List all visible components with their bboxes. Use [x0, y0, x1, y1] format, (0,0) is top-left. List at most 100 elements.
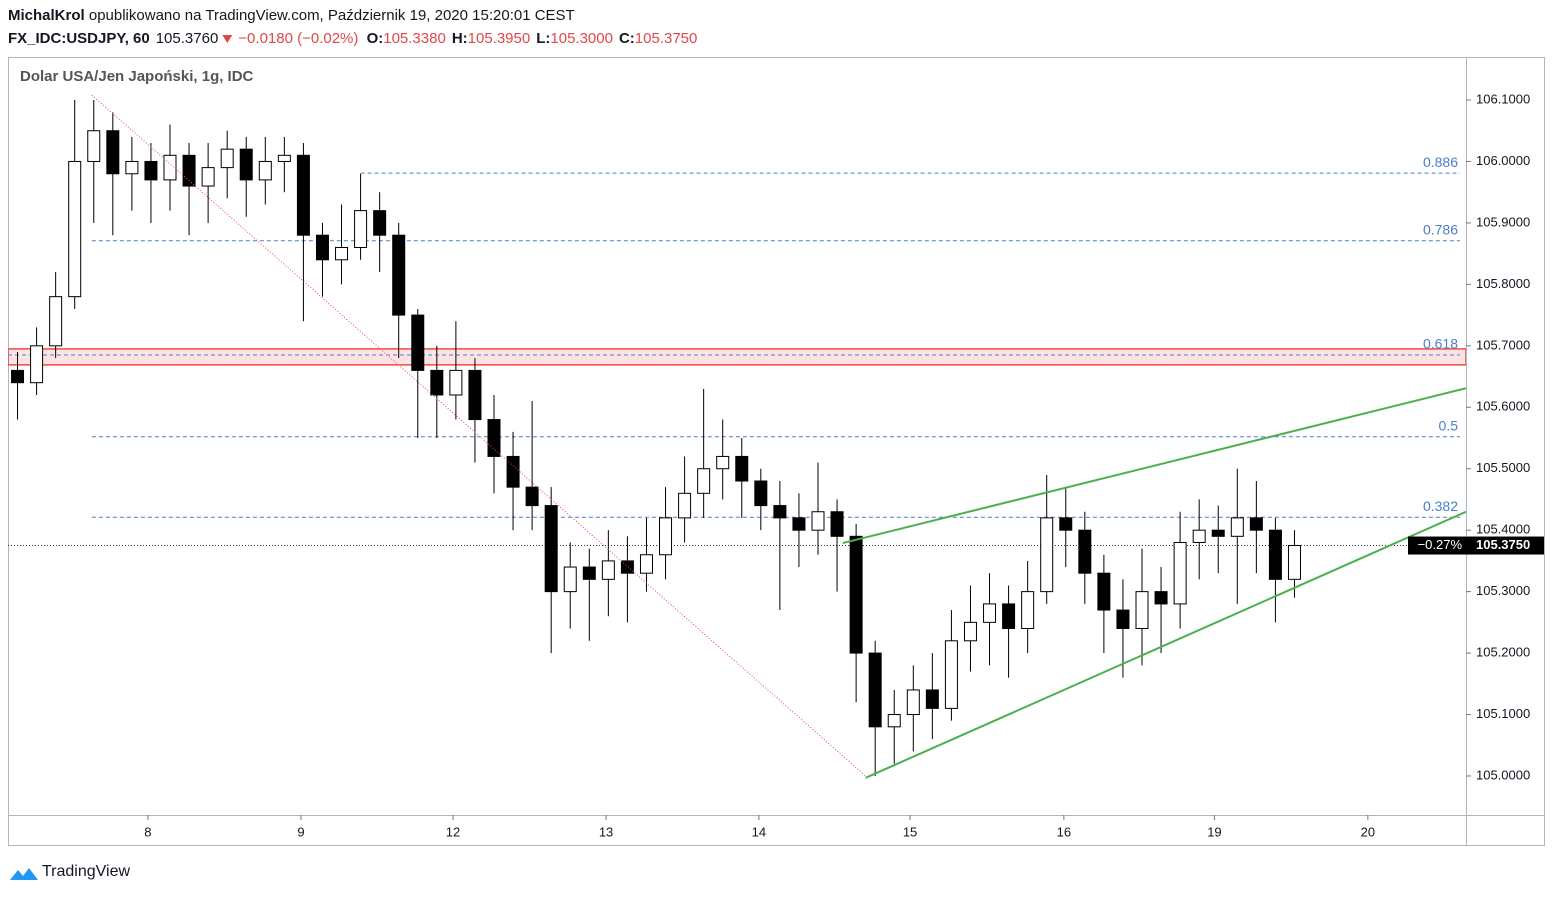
footer-text: TradingView [42, 863, 130, 880]
candle-body [773, 505, 787, 519]
ohlc-label: H: [452, 30, 468, 47]
candle-body [68, 160, 82, 298]
ohlc-value: 105.3750 [635, 30, 698, 47]
x-tick-label: 14 [752, 824, 766, 839]
candle-body [601, 560, 615, 580]
candle-body [277, 154, 291, 162]
y-tick-label: 105.1000 [1476, 706, 1530, 721]
candle-body [659, 517, 673, 556]
candle-body [373, 210, 387, 236]
candle-body [544, 505, 558, 593]
candle-body [201, 167, 215, 187]
fib-label: 0.382 [1423, 498, 1458, 514]
candle-body [868, 652, 882, 728]
candle-body [1040, 517, 1054, 593]
candle-body [944, 640, 958, 709]
y-tick-label: 105.8000 [1476, 276, 1530, 291]
candle-body [1021, 591, 1035, 629]
change-badge [1408, 536, 1466, 555]
candle-body [1097, 572, 1111, 611]
candle-body [754, 480, 768, 507]
candle-body [1116, 609, 1130, 629]
published: opublikowano na TradingView.com, Paździe… [85, 7, 575, 24]
y-tick-label: 105.9000 [1476, 214, 1530, 229]
header-line: MichalKrol opublikowano na TradingView.c… [8, 7, 575, 24]
candle-body [296, 154, 310, 236]
ohlc-label: C: [619, 30, 635, 47]
candle-body [1287, 545, 1301, 580]
author: MichalKrol [8, 7, 85, 24]
candle-body [144, 160, 158, 181]
candle-body [639, 554, 653, 574]
last-price: 105.3760 [156, 30, 219, 47]
candle-body [716, 455, 730, 470]
candle-body [1135, 591, 1149, 629]
y-tick-label: 106.0000 [1476, 153, 1530, 168]
change-label: −0.27% [1418, 537, 1463, 552]
symbol-line: FX_IDC:USDJPY, 60 105.3760 −0.0180 (−0.02%… [8, 30, 697, 47]
fib-label: 0.786 [1423, 221, 1458, 237]
candle-body [258, 160, 272, 181]
candle-body [811, 511, 825, 531]
fib-label: 0.618 [1423, 336, 1458, 352]
down-arrow [222, 34, 233, 43]
candle-body [525, 486, 539, 507]
y-tick-label: 105.4000 [1476, 522, 1530, 537]
candle-body [1078, 529, 1092, 574]
candle-body [125, 160, 139, 175]
candle-body [582, 566, 596, 580]
x-tick-label: 8 [144, 824, 151, 839]
candle-body [392, 234, 406, 316]
candle-body [468, 369, 482, 421]
change: −0.0180 (−0.02%) [238, 30, 358, 47]
candle-body [620, 560, 634, 574]
x-tick-label: 20 [1361, 824, 1375, 839]
price-badge [1466, 536, 1544, 555]
trend-line [865, 510, 1466, 779]
candle-body [49, 296, 63, 347]
x-tick-label: 19 [1207, 824, 1221, 839]
x-tick-label: 16 [1057, 824, 1071, 839]
chart-title: Dolar USA/Jen Japoński, 1g, IDC [20, 68, 254, 85]
ohlc-value: 105.3000 [550, 30, 613, 47]
fib-label: 0.5 [1439, 417, 1459, 433]
y-tick-label: 105.6000 [1476, 399, 1530, 414]
candle-body [1059, 517, 1073, 531]
candle-body [315, 234, 329, 261]
candle-body [1192, 529, 1206, 543]
candle-body [849, 535, 863, 654]
candle-body [1268, 529, 1282, 580]
fib-label: 0.886 [1423, 154, 1458, 170]
candle-body [983, 603, 997, 623]
x-tick-label: 12 [446, 824, 460, 839]
y-tick-label: 105.5000 [1476, 460, 1530, 475]
resistance-zone [8, 348, 1466, 366]
y-tick-label: 106.1000 [1476, 91, 1530, 106]
candle-body [163, 154, 177, 181]
candle-body [106, 130, 120, 175]
ohlc-label: O: [367, 30, 384, 47]
candle-body [11, 369, 25, 384]
candle-body [792, 517, 806, 531]
candle-body [963, 621, 977, 642]
candle-body [87, 130, 101, 162]
ohlc-value: 105.3950 [468, 30, 531, 47]
footer-logo: TradingView [10, 863, 130, 880]
x-tick-label: 15 [903, 824, 917, 839]
candle-body [906, 689, 920, 716]
candle-body [1154, 591, 1168, 605]
candle-body [506, 455, 520, 488]
symbol: FX_IDC:USDJPY, 60 [8, 30, 150, 47]
y-tick-label: 105.0000 [1476, 767, 1530, 782]
candle-body [1230, 517, 1244, 537]
candle-body [830, 511, 844, 537]
candle-body [1002, 603, 1016, 629]
candle-body [735, 455, 749, 482]
candle-body [411, 314, 425, 371]
trend-line [842, 387, 1466, 545]
candle-body [182, 154, 196, 187]
candle-body [1173, 541, 1187, 605]
candle-body [430, 369, 444, 396]
